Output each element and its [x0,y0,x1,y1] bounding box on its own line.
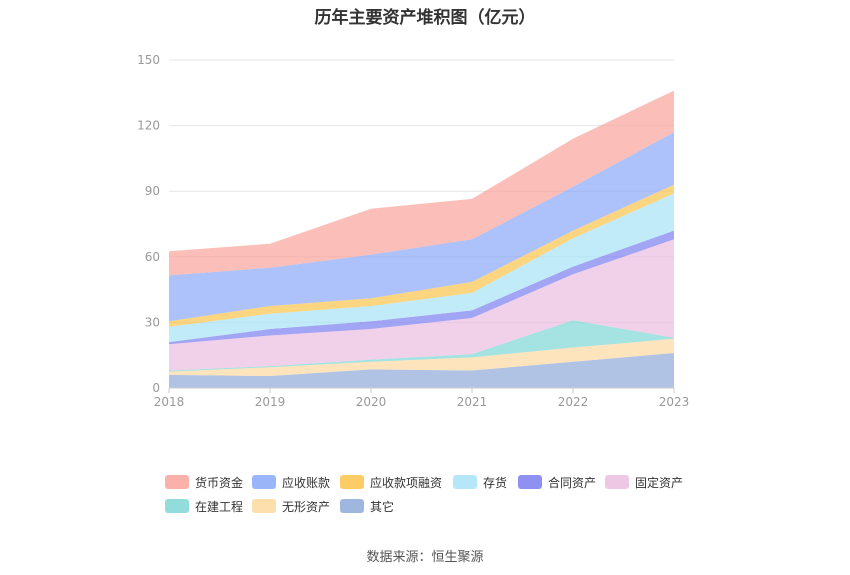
legend-swatch [518,475,542,489]
legend-swatch [605,475,629,489]
legend-label: 固定资产 [635,475,684,490]
legend-label: 存货 [483,475,508,490]
area-series-固定资产 [169,239,674,371]
x-tick-label: 2018 [154,395,185,409]
legend-swatch [340,475,364,489]
y-tick-label: 60 [145,250,160,264]
legend-item[interactable]: 合同资产 [518,474,596,490]
legend-swatch [252,499,276,513]
legend-label: 其它 [370,499,395,514]
legend-item[interactable]: 在建工程 [165,498,243,514]
legend-label: 合同资产 [548,475,597,490]
y-tick-label: 0 [152,381,160,395]
x-tick-label: 2022 [558,395,589,409]
area-series-无形资产 [169,338,674,376]
x-tick-label: 2020 [356,395,387,409]
chart-title: 历年主要资产堆积图（亿元） [314,8,536,28]
area-series-货币资金 [169,90,674,276]
legend-label: 应收款项融资 [370,475,443,490]
legend-label: 无形资产 [282,499,331,514]
x-tick-label: 2019 [255,395,286,409]
legend-label: 在建工程 [195,499,244,514]
legend-swatch [252,475,276,489]
legend-item[interactable]: 货币资金 [165,474,243,490]
x-tick-label: 2021 [457,395,488,409]
legend-item[interactable]: 存货 [453,474,507,490]
source-note: 数据来源：恒生聚源 [366,550,484,565]
legend-item[interactable]: 应收款项融资 [340,474,442,490]
legend-label: 货币资金 [195,475,244,490]
legend-item[interactable]: 应收账款 [252,474,330,490]
legend-label: 应收账款 [282,475,331,490]
legend-item[interactable]: 固定资产 [605,474,683,490]
area-series-应收款项融资 [169,184,674,327]
legend-swatch [165,499,189,513]
legend-swatch [340,499,364,513]
x-tick-label: 2023 [659,395,690,409]
y-tick-label: 120 [137,119,160,133]
area-series-存货 [169,193,674,343]
y-tick-label: 90 [145,184,160,198]
area-series-合同资产 [169,230,674,345]
legend-item[interactable]: 其它 [340,498,394,514]
legend-item[interactable]: 无形资产 [252,498,330,514]
area-series-其它 [169,353,674,388]
legend-swatch [165,475,189,489]
y-tick-label: 30 [145,315,160,329]
area-series-在建工程 [169,320,674,372]
area-series-应收账款 [169,132,674,322]
legend-swatch [453,475,477,489]
y-tick-label: 150 [137,53,160,67]
